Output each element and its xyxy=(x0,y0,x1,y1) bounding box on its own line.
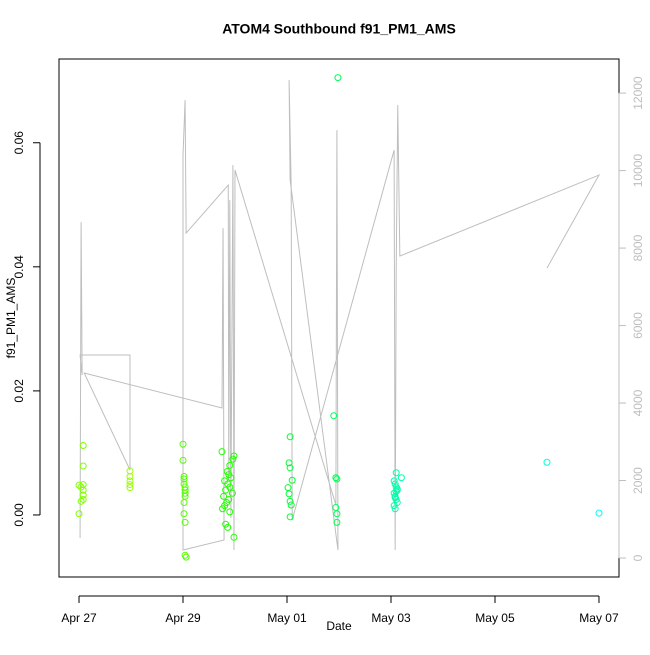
point xyxy=(286,433,294,441)
y2-tick-label: 10000 xyxy=(631,154,645,188)
point xyxy=(180,510,188,518)
point xyxy=(285,459,293,467)
x-tick-label: May 05 xyxy=(475,611,515,625)
point xyxy=(333,518,341,526)
point xyxy=(126,484,134,492)
point xyxy=(79,495,87,503)
y2-tick-label: 4000 xyxy=(631,389,645,416)
y-tick-label: 0.06 xyxy=(12,131,26,155)
point xyxy=(179,456,187,464)
point xyxy=(230,452,238,460)
point xyxy=(77,497,85,505)
chart-title: ATOM4 Southbound f91_PM1_AMS xyxy=(222,21,456,37)
point xyxy=(397,474,405,482)
point xyxy=(390,502,398,510)
point xyxy=(391,505,399,513)
point xyxy=(181,489,189,497)
point xyxy=(332,474,340,482)
point xyxy=(179,440,187,448)
point xyxy=(126,473,134,481)
point xyxy=(334,74,342,82)
point xyxy=(180,473,188,481)
point xyxy=(227,474,235,482)
point xyxy=(226,508,234,516)
y2-tick-label: 2000 xyxy=(631,467,645,494)
point xyxy=(75,510,83,518)
point xyxy=(126,481,134,489)
point xyxy=(333,475,341,483)
point xyxy=(390,477,398,485)
x-tick-label: May 01 xyxy=(267,611,307,625)
point xyxy=(230,533,238,541)
point xyxy=(333,510,341,518)
line-series xyxy=(79,80,601,551)
point xyxy=(220,492,228,500)
point xyxy=(330,412,338,420)
point xyxy=(224,523,232,531)
point xyxy=(393,485,401,493)
point xyxy=(79,462,87,470)
point xyxy=(286,513,294,521)
x-tick-label: May 03 xyxy=(371,611,411,625)
point xyxy=(126,477,134,485)
point xyxy=(284,484,292,492)
y-tick-label: 0.00 xyxy=(12,503,26,527)
x-tick-label: Apr 29 xyxy=(165,611,201,625)
point xyxy=(180,475,188,483)
point xyxy=(288,476,296,484)
point xyxy=(595,509,603,517)
point xyxy=(286,497,294,505)
point xyxy=(79,486,87,494)
point xyxy=(229,455,237,463)
x-tick-label: Apr 27 xyxy=(61,611,97,625)
x-tick-label: May 07 xyxy=(579,611,619,625)
point xyxy=(391,494,399,502)
y-tick-label: 0.02 xyxy=(12,379,26,403)
y2-tick-label: 8000 xyxy=(631,234,645,261)
point xyxy=(75,481,83,489)
point xyxy=(218,448,226,456)
y2-tick-label: 12000 xyxy=(631,76,645,110)
point xyxy=(222,486,230,494)
point xyxy=(181,518,189,526)
point xyxy=(180,499,188,507)
point xyxy=(226,461,234,469)
point xyxy=(79,491,87,499)
point xyxy=(543,458,551,466)
point xyxy=(79,441,87,449)
point xyxy=(219,505,227,513)
x-axis-label: Date xyxy=(326,619,352,633)
point xyxy=(285,490,293,498)
y2-tick-label: 6000 xyxy=(631,312,645,339)
point xyxy=(182,553,190,561)
point xyxy=(228,489,236,497)
y-axis-label: f91_PM1_AMS xyxy=(4,278,18,359)
y2-tick-label: 0 xyxy=(631,554,645,561)
point xyxy=(287,501,295,509)
point xyxy=(392,469,400,477)
point xyxy=(286,464,294,472)
y-tick-label: 0.04 xyxy=(12,255,26,279)
plot-box xyxy=(58,58,620,578)
